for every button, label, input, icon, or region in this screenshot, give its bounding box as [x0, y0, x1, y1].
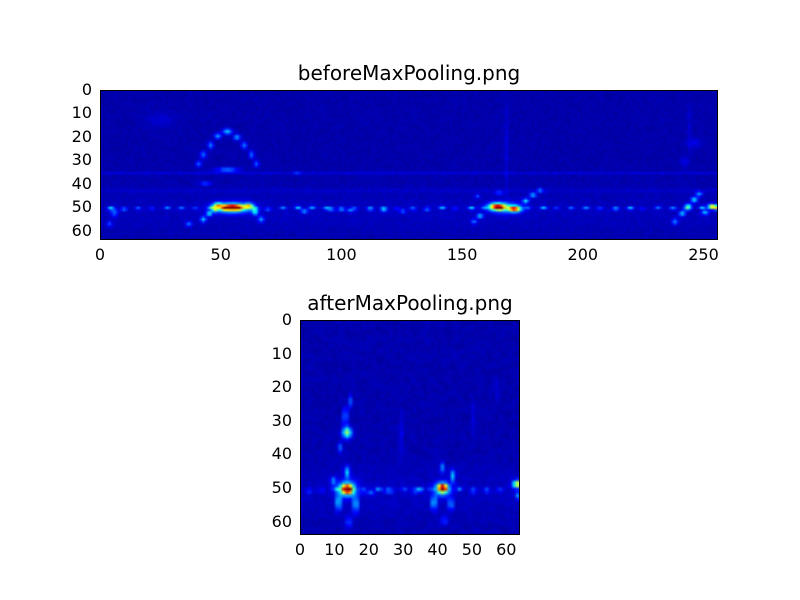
- y-tick-label: 20: [271, 377, 292, 397]
- x-tick-label: 100: [326, 245, 357, 264]
- chart-title-before: beforeMaxPooling.png: [297, 61, 521, 85]
- x-tick-label: 250: [688, 245, 719, 264]
- y-tick-label: 20: [71, 126, 92, 146]
- x-tick-label: 150: [446, 245, 478, 264]
- heatmap-image-before: [101, 91, 717, 239]
- before-maxpooling-chart: beforeMaxPooling.png 0 50 100 150 200 250 0 10…: [72, 61, 719, 263]
- y-tick-label: 0: [281, 310, 292, 329]
- y-tick-label: 10: [71, 103, 92, 123]
- y-tick-label: 50: [271, 477, 292, 497]
- chart-title-after: afterMaxPooling.png: [307, 291, 513, 315]
- x-tick-label: 40: [427, 540, 448, 559]
- x-tick-label: 0: [94, 245, 106, 264]
- x-tick-label: 50: [461, 540, 483, 559]
- y-tick-label: 40: [271, 444, 292, 464]
- y-tick-label: 30: [271, 410, 292, 430]
- x-tick-label: 10: [324, 540, 345, 559]
- heatmap-image-after: [301, 321, 519, 534]
- x-tick-label: 0: [294, 540, 306, 559]
- y-tick-label: 60: [271, 511, 292, 531]
- y-tick-label: 30: [71, 150, 92, 170]
- y-tick-label: 10: [271, 343, 292, 363]
- x-tick-label: 30: [392, 540, 414, 559]
- x-tick-label: 200: [567, 245, 599, 264]
- after-maxpooling-chart: afterMaxPooling.png 0 10 20 30 40 50 60 0 10 20 3…: [272, 291, 520, 558]
- y-tick-label: 50: [71, 197, 92, 217]
- x-tick-label: 50: [210, 245, 231, 264]
- x-tick-label: 20: [358, 540, 379, 559]
- y-tick-label: 40: [71, 173, 92, 193]
- y-tick-label: 0: [81, 80, 92, 99]
- x-tick-label: 60: [496, 540, 517, 559]
- plot-area-before: [100, 90, 718, 240]
- plot-area-after: [300, 320, 520, 535]
- y-tick-label: 60: [71, 220, 92, 240]
